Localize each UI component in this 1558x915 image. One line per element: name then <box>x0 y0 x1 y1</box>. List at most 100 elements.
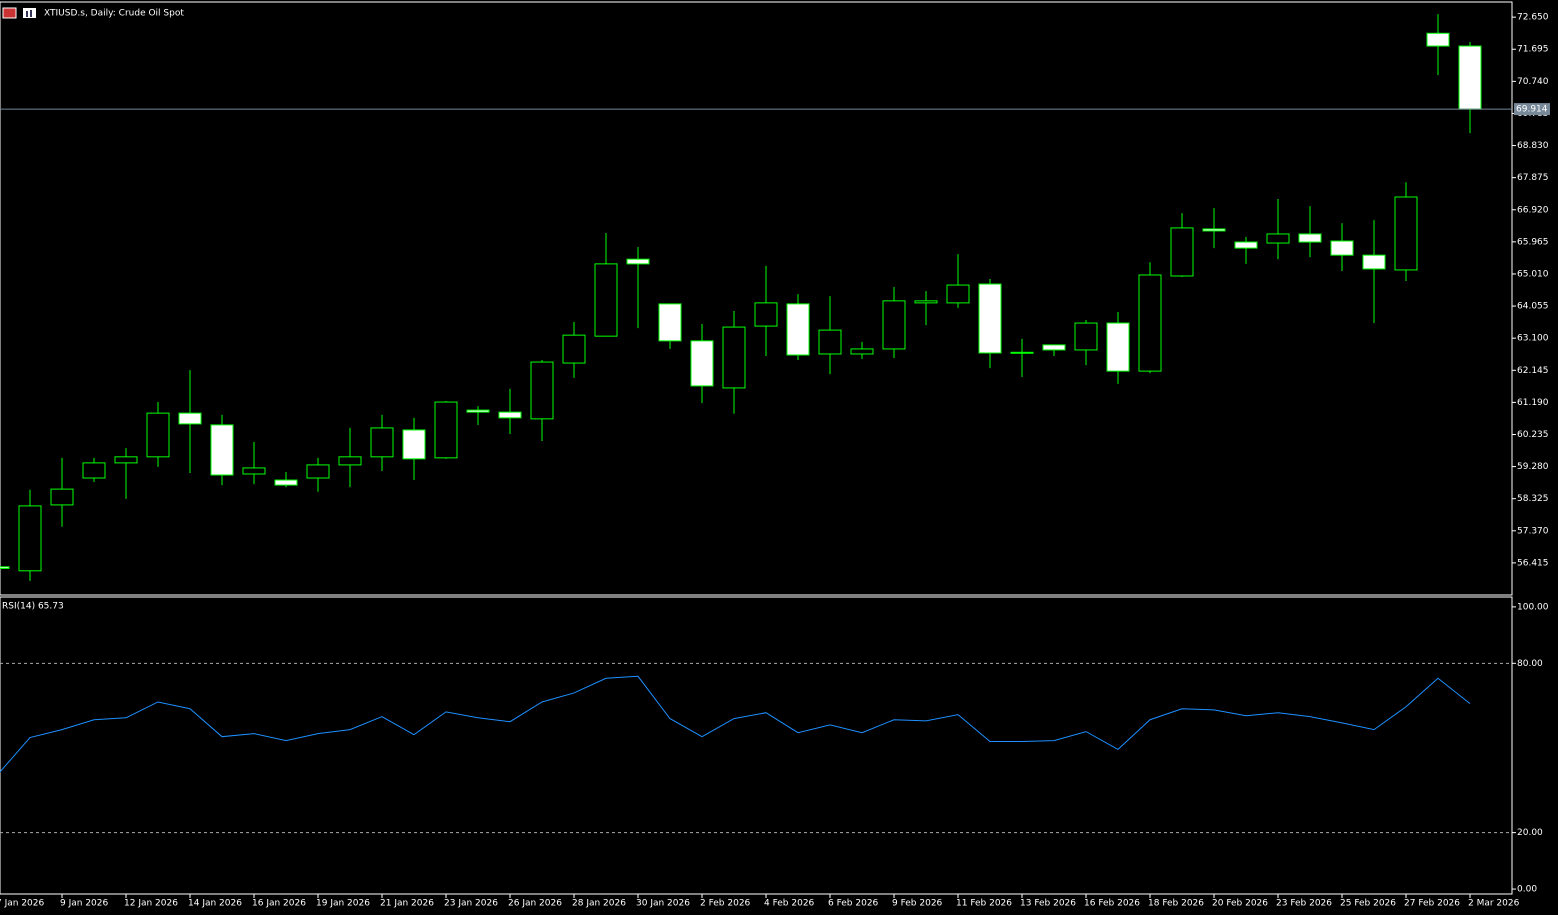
chart-title: XTIUSD.s, Daily: Crude Oil Spot <box>44 9 184 19</box>
candle-body <box>1170 227 1194 277</box>
candle-body <box>50 488 74 506</box>
candle-body <box>914 300 938 304</box>
y-tick-label: 20.00 <box>1517 828 1543 838</box>
y-tick-label: 59.280 <box>1517 462 1549 472</box>
candle-body <box>1010 351 1034 354</box>
x-tick-label: 7 Jan 2026 <box>0 899 44 909</box>
candle-body <box>1138 274 1162 372</box>
y-tick-label: 67.875 <box>1517 173 1549 183</box>
candle-body <box>1074 322 1098 351</box>
x-tick-label: 2 Mar 2026 <box>1468 899 1520 909</box>
candle-body <box>594 263 618 337</box>
candle-body <box>498 411 522 419</box>
candle-body <box>690 340 714 387</box>
x-tick-label: 27 Feb 2026 <box>1404 899 1460 909</box>
candle-body <box>722 326 746 389</box>
y-tick-label: 100.00 <box>1517 602 1549 612</box>
candle-body <box>754 302 778 327</box>
candle-body <box>1298 233 1322 243</box>
y-tick-label: 71.695 <box>1517 45 1549 55</box>
candle-body <box>1042 344 1066 351</box>
candle-body <box>1202 228 1226 232</box>
x-tick-label: 30 Jan 2026 <box>636 899 690 909</box>
x-tick-label: 12 Jan 2026 <box>124 899 178 909</box>
candle-body <box>1106 322 1130 372</box>
x-tick-label: 20 Feb 2026 <box>1212 899 1268 909</box>
x-tick-label: 16 Jan 2026 <box>252 899 306 909</box>
candle-body <box>1426 32 1450 47</box>
y-tick-label: 70.740 <box>1517 77 1549 87</box>
candle-body <box>82 462 106 479</box>
candle-body <box>850 348 874 355</box>
y-tick-label: 57.370 <box>1517 526 1549 536</box>
x-tick-label: 9 Jan 2026 <box>60 899 108 909</box>
y-tick-label: 60.235 <box>1517 430 1549 440</box>
x-tick-label: 13 Feb 2026 <box>1020 899 1076 909</box>
candle-body <box>402 429 426 460</box>
candle-body <box>530 361 554 420</box>
y-tick-label: 61.190 <box>1517 398 1549 408</box>
candle-body <box>146 412 170 458</box>
candle-body <box>0 566 10 569</box>
y-tick-label: 68.830 <box>1517 141 1549 151</box>
x-tick-label: 19 Jan 2026 <box>316 899 370 909</box>
candle-body <box>242 467 266 475</box>
x-tick-label: 14 Jan 2026 <box>188 899 242 909</box>
x-tick-label: 25 Feb 2026 <box>1340 899 1396 909</box>
y-tick-label: 56.415 <box>1517 558 1549 568</box>
x-tick-label: 16 Feb 2026 <box>1084 899 1140 909</box>
x-tick-label: 9 Feb 2026 <box>892 899 943 909</box>
y-tick-label: 58.325 <box>1517 494 1549 504</box>
y-tick-label: 64.055 <box>1517 302 1549 312</box>
x-tick-label: 21 Jan 2026 <box>380 899 434 909</box>
candle-body <box>626 258 650 265</box>
candle-body <box>338 456 362 466</box>
price-label-bg <box>1514 103 1550 116</box>
candle-body <box>658 303 682 342</box>
x-tick-label: 26 Jan 2026 <box>508 899 562 909</box>
candle-body <box>1394 196 1418 271</box>
candle-body <box>978 283 1002 354</box>
candle-body <box>274 479 298 486</box>
x-tick-label: 28 Jan 2026 <box>572 899 626 909</box>
price-panel <box>0 1 1513 596</box>
candle-body <box>946 284 970 304</box>
candle-body <box>18 505 42 572</box>
candle-body <box>210 424 234 476</box>
rsi-panel <box>0 596 1513 895</box>
y-tick-label: 65.965 <box>1517 237 1549 247</box>
candle-body <box>1234 241 1258 249</box>
candle-body <box>786 303 810 356</box>
y-tick-label: 65.010 <box>1517 269 1549 279</box>
candle-body <box>1330 240 1354 256</box>
candle-body <box>1458 45 1482 110</box>
price-label: 69.914 <box>1516 105 1548 115</box>
candle-body <box>306 464 330 479</box>
x-tick-label: 2 Feb 2026 <box>700 899 751 909</box>
y-tick-label: 63.100 <box>1517 334 1549 344</box>
y-tick-label: 72.650 <box>1517 13 1549 23</box>
candle-body <box>1266 233 1290 244</box>
candle-body <box>562 334 586 364</box>
rsi-title: RSI(14) 65.73 <box>2 602 64 612</box>
x-tick-label: 23 Feb 2026 <box>1276 899 1332 909</box>
x-tick-label: 11 Feb 2026 <box>956 899 1012 909</box>
candle-body <box>434 401 458 459</box>
y-tick-label: 0.00 <box>1517 885 1537 895</box>
x-tick-label: 18 Feb 2026 <box>1148 899 1204 909</box>
rsi-line <box>0 675 1471 773</box>
y-tick-label: 66.920 <box>1517 205 1549 215</box>
x-tick-label: 6 Feb 2026 <box>828 899 879 909</box>
y-tick-label: 62.145 <box>1517 366 1549 376</box>
candle-body <box>370 427 394 458</box>
candle-body <box>178 412 202 425</box>
y-tick-label: 80.00 <box>1517 659 1543 669</box>
candle-body <box>1362 254 1386 270</box>
candle-body <box>882 300 906 350</box>
candle-body <box>818 329 842 355</box>
x-tick-label: 4 Feb 2026 <box>764 899 815 909</box>
x-tick-label: 23 Jan 2026 <box>444 899 498 909</box>
candle-body <box>466 409 490 413</box>
candle-body <box>114 456 138 464</box>
